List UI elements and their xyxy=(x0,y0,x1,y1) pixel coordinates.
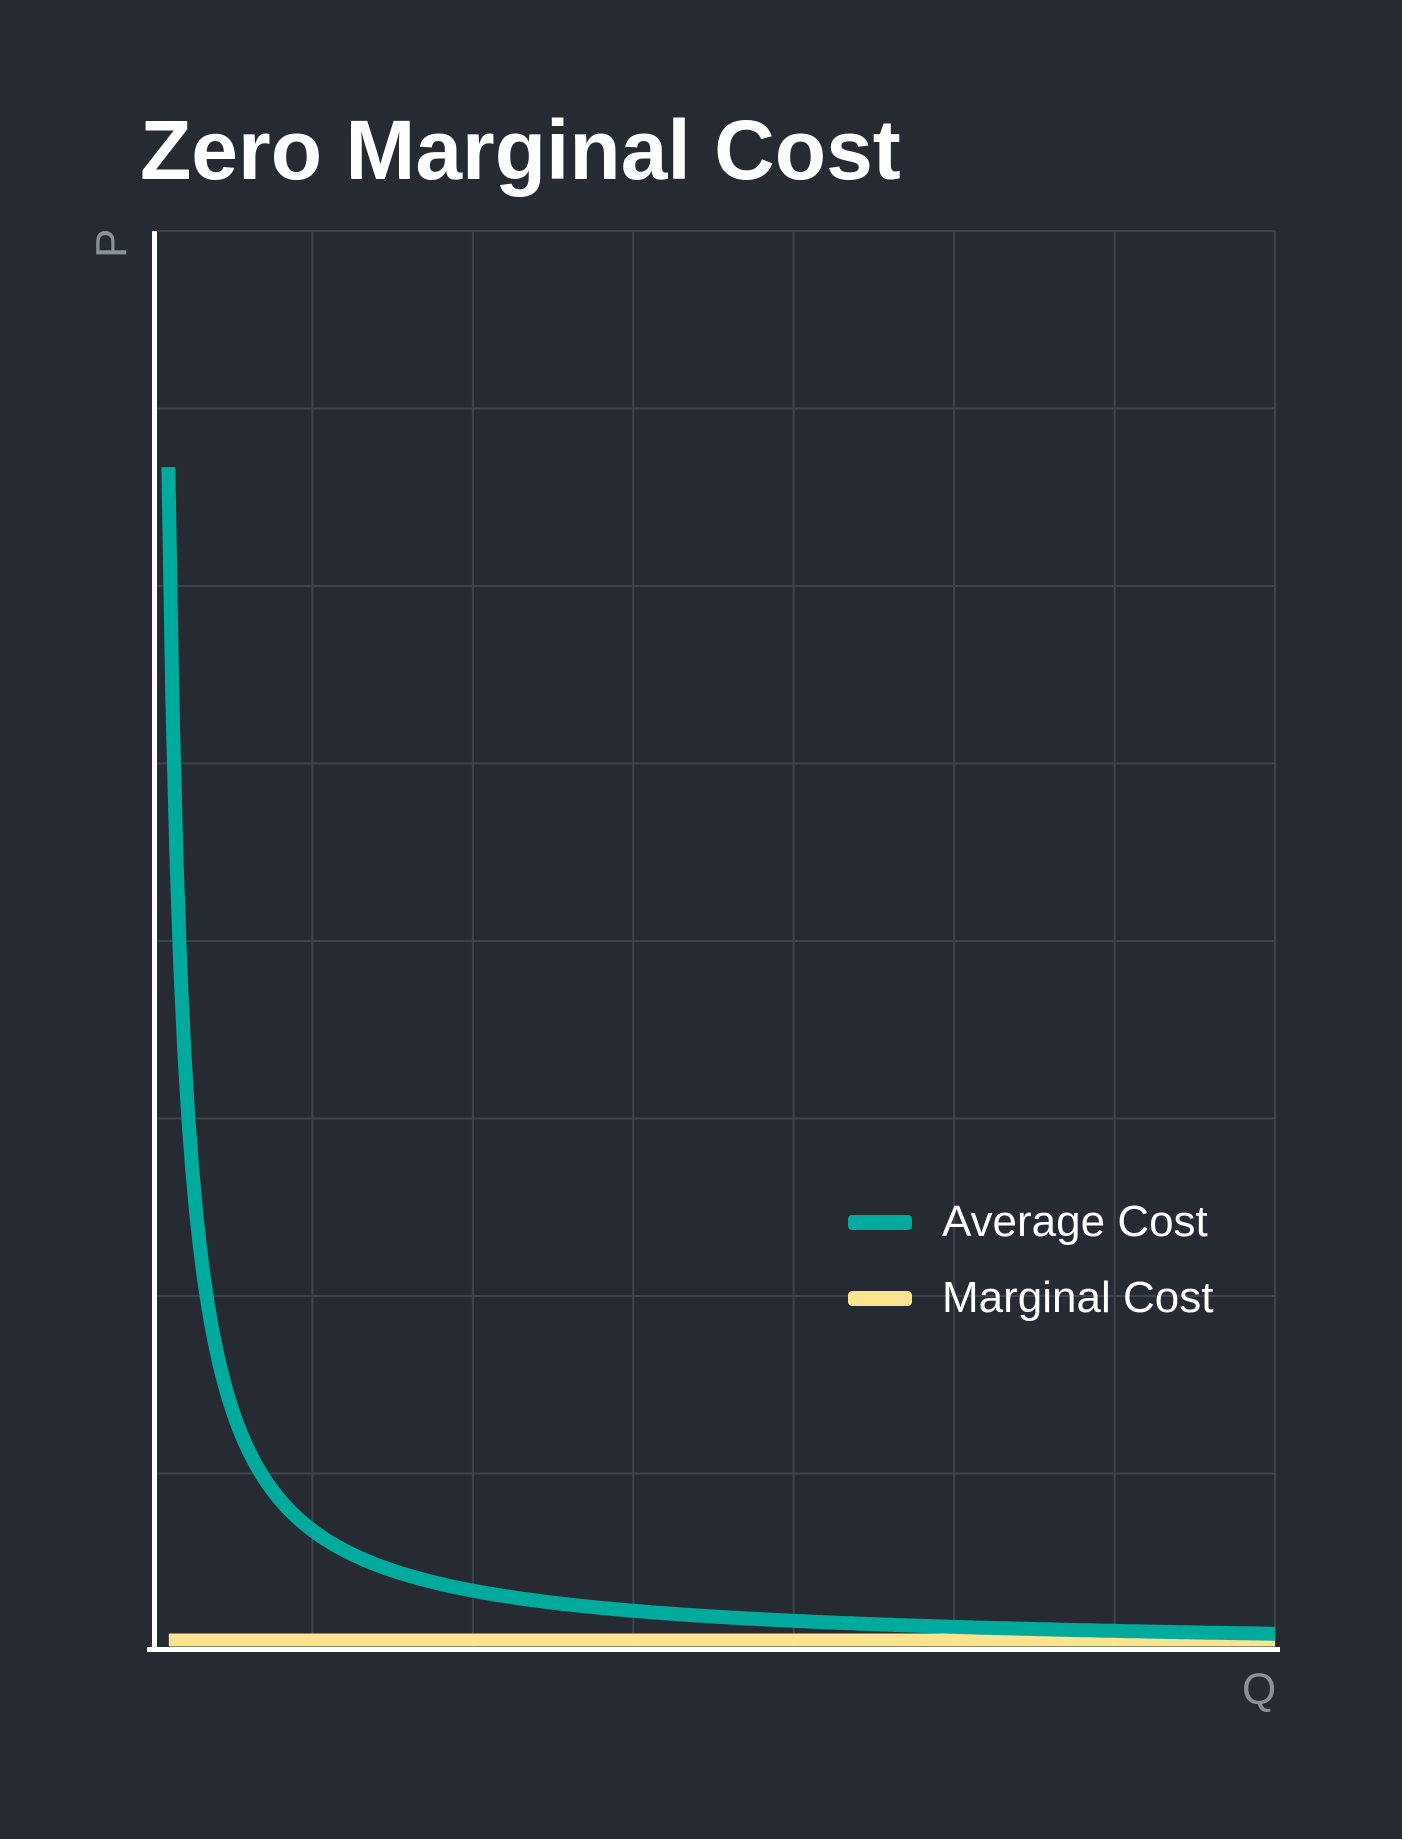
x-axis-label: Q xyxy=(1242,1665,1277,1714)
x-axis-line xyxy=(147,1647,1280,1652)
average-cost-swatch xyxy=(848,1214,912,1230)
marginal-cost-swatch xyxy=(848,1290,912,1306)
legend-item-average-cost: Average Cost xyxy=(848,1197,1213,1247)
average-cost-curve xyxy=(161,466,1278,1641)
y-axis-line xyxy=(152,231,157,1652)
gridlines xyxy=(157,230,1276,1647)
legend-item-marginal-cost: Marginal Cost xyxy=(848,1273,1213,1323)
legend-label-marginal-cost: Marginal Cost xyxy=(942,1273,1214,1322)
legend: Average Cost Marginal Cost xyxy=(848,1197,1213,1323)
chart-title: Zero Marginal Cost xyxy=(140,103,901,197)
legend-label-average-cost: Average Cost xyxy=(942,1197,1208,1246)
